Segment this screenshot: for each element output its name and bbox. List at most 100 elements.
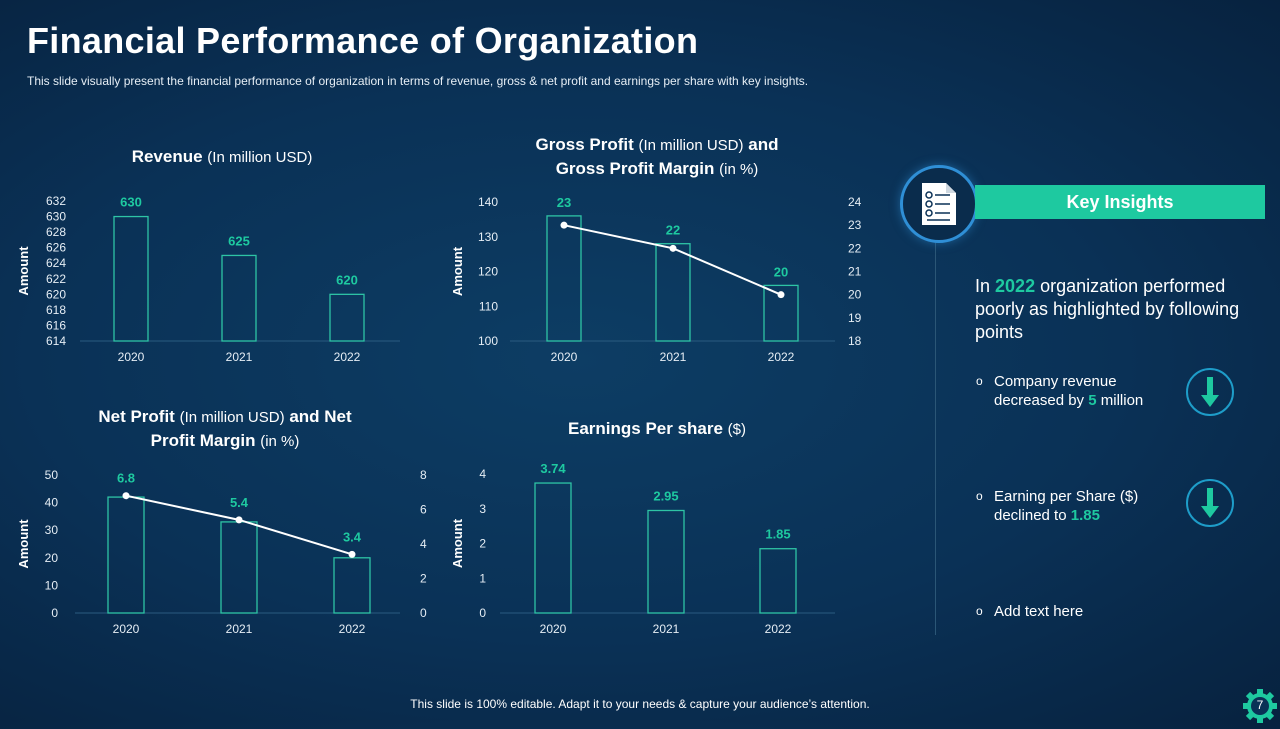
- divider-line: [935, 243, 936, 635]
- data-label: 625: [228, 233, 250, 248]
- y-tick-label: 30: [45, 523, 59, 537]
- y-tick-label: 50: [45, 468, 59, 482]
- y-tick-label: 4: [479, 467, 486, 481]
- data-label: 630: [120, 195, 142, 210]
- y-tick-label: 10: [45, 578, 59, 592]
- page-title: Financial Performance of Organization: [27, 20, 699, 61]
- x-tick-label: 2022: [334, 350, 361, 364]
- y2-tick-label: 22: [848, 241, 862, 255]
- x-tick-label: 2022: [765, 622, 792, 636]
- data-label: 1.85: [765, 527, 790, 542]
- bar: [647, 509, 685, 614]
- y-tick-label: 628: [46, 225, 66, 239]
- insight-point: o Add text here: [976, 603, 1084, 620]
- data-label: 5.4: [230, 495, 249, 510]
- x-tick-label: 2020: [118, 350, 145, 364]
- line-point: [122, 492, 130, 500]
- y2-tick-label: 6: [420, 503, 427, 517]
- x-tick-label: 2022: [339, 622, 366, 636]
- x-tick-label: 2021: [226, 622, 253, 636]
- y-tick-label: 0: [51, 606, 58, 620]
- y2-tick-label: 4: [420, 537, 427, 551]
- data-label: 20: [774, 264, 788, 279]
- y-tick-label: 120: [478, 265, 498, 279]
- y2-tick-label: 19: [848, 311, 862, 325]
- y-tick-label: 630: [46, 210, 66, 224]
- y-tick-label: 632: [46, 194, 66, 208]
- bar: [546, 215, 582, 342]
- y-tick-label: 622: [46, 272, 66, 286]
- x-tick-label: 2020: [540, 622, 567, 636]
- y-tick-label: 40: [45, 496, 59, 510]
- page-number: 7: [1256, 698, 1264, 712]
- y-tick-label: 140: [478, 195, 498, 209]
- key-insights-banner: Key Insights: [975, 185, 1265, 219]
- arrow-down-icon: [1186, 479, 1234, 527]
- insights-intro: In 2022 organization performed poorly as…: [975, 276, 1240, 342]
- bar: [333, 557, 371, 614]
- bar: [763, 284, 799, 342]
- line-point: [777, 291, 785, 299]
- line-point: [669, 244, 677, 252]
- y2-tick-label: 20: [848, 288, 862, 302]
- y-tick-label: 614: [46, 334, 66, 348]
- net-profit-chart-title: Net Profit (In million USD) and Net Profi…: [98, 407, 352, 450]
- bar: [220, 521, 258, 614]
- x-tick-label: 2020: [113, 622, 140, 636]
- y-axis-label: Amount: [16, 246, 31, 296]
- bar: [113, 215, 149, 342]
- bar: [329, 293, 365, 342]
- y-tick-label: 616: [46, 318, 66, 332]
- line-point: [235, 516, 243, 524]
- y-tick-label: 130: [478, 230, 498, 244]
- x-tick-label: 2021: [660, 350, 687, 364]
- y-tick-label: 0: [479, 606, 486, 620]
- y-tick-label: 100: [478, 334, 498, 348]
- y-tick-label: 2: [479, 537, 486, 551]
- y2-tick-label: 2: [420, 572, 427, 586]
- y-tick-label: 110: [479, 299, 498, 313]
- y-tick-label: 20: [45, 551, 59, 565]
- y-tick-label: 618: [46, 303, 66, 317]
- bar: [221, 254, 257, 342]
- footer-note: This slide is 100% editable. Adapt it to…: [410, 697, 870, 711]
- data-label: 620: [336, 272, 358, 287]
- y2-tick-label: 18: [848, 334, 862, 348]
- insight-point: o Company revenue decreased by 5 million: [976, 373, 1144, 409]
- arrow-down-icon: [1186, 368, 1234, 416]
- bar: [107, 496, 145, 614]
- y-tick-label: 626: [46, 241, 66, 255]
- insight-point: o Earning per Share ($) declined to 1.85: [976, 488, 1139, 524]
- y-tick-label: 1: [479, 571, 486, 585]
- page-subtitle: This slide visually present the financia…: [27, 74, 809, 88]
- data-label: 3.4: [343, 529, 362, 544]
- x-tick-label: 2021: [653, 622, 680, 636]
- y2-tick-label: 8: [420, 468, 427, 482]
- y-tick-label: 3: [479, 502, 486, 516]
- data-label: 3.74: [540, 461, 566, 476]
- data-label: 23: [557, 195, 571, 210]
- y-axis-label: Amount: [450, 518, 465, 568]
- page-number-badge: 7: [1235, 681, 1280, 729]
- data-label: 6.8: [117, 471, 135, 486]
- revenue-chart-title: Revenue (In million USD): [131, 147, 313, 166]
- data-label: 22: [666, 223, 680, 238]
- y2-tick-label: 24: [848, 195, 862, 209]
- y-axis-label: Amount: [450, 246, 465, 296]
- bar: [534, 482, 572, 614]
- document-list-icon: [900, 165, 978, 243]
- line-point: [560, 221, 568, 229]
- bar: [759, 548, 797, 614]
- y-tick-label: 620: [46, 287, 66, 301]
- y2-tick-label: 23: [848, 218, 862, 232]
- x-tick-label: 2021: [226, 350, 253, 364]
- eps-chart-title: Earnings Per share ($): [567, 419, 747, 438]
- data-label: 2.95: [653, 488, 678, 503]
- bar: [655, 243, 691, 342]
- line-point: [348, 550, 356, 558]
- gross-profit-chart-title: Gross Profit (In million USD) and Gross P…: [535, 135, 779, 178]
- y2-tick-label: 21: [848, 265, 862, 279]
- y2-tick-label: 0: [420, 606, 427, 620]
- y-axis-label: Amount: [16, 519, 31, 569]
